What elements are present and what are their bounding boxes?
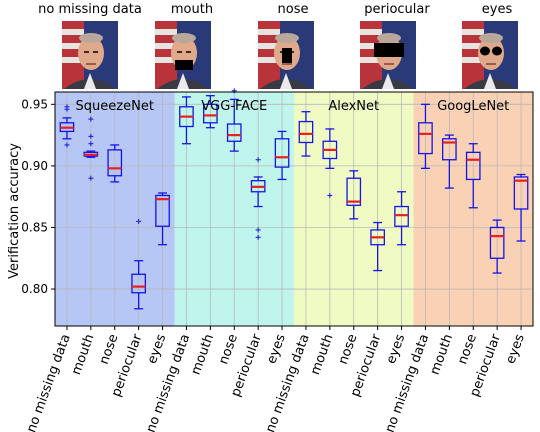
- boxplot-googlenet-mouth: [442, 134, 457, 189]
- box-iqr: [155, 194, 170, 227]
- panel-title: GoogLeNet: [437, 99, 509, 114]
- x-tick-label: nose: [216, 332, 241, 366]
- y-tick-label: 0.85: [21, 220, 48, 234]
- left-eye-occlusion: [480, 46, 490, 56]
- face-thumbnail-nose: [258, 21, 314, 89]
- outlier-point: [255, 157, 261, 163]
- panel-titles: SqueezeNet VGG-FACE AlexNet GoogLeNet: [76, 99, 510, 114]
- thumb-title-nose: nose: [277, 2, 309, 17]
- boxplot-alexnet-periocular: [370, 221, 385, 272]
- boxplot-vgg-face-nose: [226, 88, 242, 152]
- thumb-title-no-missing-data: no missing data: [38, 2, 142, 17]
- y-axis-ticks: 0.80 0.85 0.90 0.95: [21, 97, 55, 296]
- boxplot-squeezenet-eyes: [155, 192, 170, 246]
- box-iqr: [465, 151, 481, 181]
- boxplot-vgg-face-no-missing-data: [179, 96, 194, 145]
- box-iqr: [226, 123, 242, 142]
- x-tick-label: mouth: [69, 332, 98, 377]
- boxplot-alexnet-eyes: [394, 191, 409, 246]
- boxplot-squeezenet-nose: [107, 144, 123, 183]
- box-iqr: [418, 122, 433, 155]
- boxplot-vgg-face-eyes: [274, 130, 290, 181]
- box-iqr: [346, 177, 362, 206]
- outlier-point: [88, 116, 94, 122]
- outlier-point: [327, 192, 333, 198]
- boxplot-alexnet-nose: [346, 170, 362, 220]
- outlier-point: [136, 218, 142, 224]
- x-tick-label: eyes: [503, 332, 528, 366]
- x-tick-label: eyes: [264, 332, 289, 366]
- x-tick-label: mouth: [428, 332, 457, 377]
- outlier-point: [64, 106, 70, 112]
- y-tick-label: 0.90: [21, 159, 48, 173]
- boxplot-vgg-face-mouth: [203, 95, 218, 129]
- face-thumbnail-eyes: [462, 21, 518, 89]
- box-iqr: [107, 149, 123, 177]
- boxplot-squeezenet-periocular: [131, 218, 146, 310]
- x-tick-label: nose: [97, 332, 122, 366]
- x-tick-label: eyes: [145, 332, 170, 366]
- outlier-point: [255, 234, 261, 240]
- box-iqr: [442, 138, 457, 161]
- y-tick-label: 0.80: [21, 282, 48, 296]
- boxplot-googlenet-eyes: [513, 173, 529, 242]
- box-iqr: [394, 205, 409, 227]
- nose-occlusion-block: [282, 48, 292, 63]
- boxplot-squeezenet-no-missing-data: [59, 104, 75, 148]
- x-tick-label: no missing data: [24, 332, 74, 432]
- periocular-occlusion-block: [374, 43, 404, 57]
- y-axis-label: Verification accuracy: [7, 143, 22, 279]
- x-tick-label: mouth: [189, 332, 218, 377]
- box-iqr: [298, 120, 314, 144]
- panel-backgrounds: [55, 92, 533, 326]
- outlier-point: [88, 175, 94, 181]
- box-iqr: [274, 138, 290, 168]
- boxplot-alexnet-mouth: [322, 128, 338, 198]
- face-thumbnail-periocular: [360, 21, 416, 89]
- outlier-point: [64, 142, 70, 148]
- outlier-point: [88, 133, 94, 139]
- box-iqr: [203, 103, 218, 124]
- thumb-title-periocular: periocular: [364, 2, 430, 17]
- thumb-title-mouth: mouth: [170, 2, 214, 17]
- x-tick-label: mouth: [308, 332, 337, 377]
- plot-frame: [54, 91, 534, 327]
- right-eye-occlusion: [492, 46, 502, 56]
- panel-title: SqueezeNet: [76, 99, 154, 114]
- boxplot-googlenet-no-missing-data: [418, 103, 433, 170]
- box-iqr: [513, 176, 529, 210]
- boxplot-vgg-face-periocular: [250, 157, 266, 240]
- mouth-occlusion-block: [175, 60, 193, 70]
- outlier-point: [88, 141, 94, 147]
- face-thumbnail-no-missing-data: [62, 21, 118, 89]
- box-iqr: [131, 273, 146, 294]
- x-tick-label: nose: [455, 332, 480, 366]
- y-tick-label: 0.95: [21, 97, 48, 111]
- boxplot-squeezenet-mouth: [83, 116, 99, 181]
- thumb-title-eyes: eyes: [481, 2, 513, 17]
- x-tick-label: nose: [336, 332, 361, 366]
- boxplot-googlenet-nose: [465, 143, 481, 209]
- face-thumbnail-mouth: [155, 21, 211, 89]
- x-tick-label: eyes: [384, 332, 409, 366]
- panel-title: AlexNet: [328, 99, 379, 114]
- boxplot-alexnet-no-missing-data: [298, 111, 314, 157]
- panel-title: VGG-FACE: [201, 99, 267, 114]
- boxplots: [59, 88, 529, 310]
- box-iqr: [489, 226, 505, 259]
- outlier-point: [255, 227, 261, 233]
- boxplot-googlenet-periocular: [489, 219, 505, 274]
